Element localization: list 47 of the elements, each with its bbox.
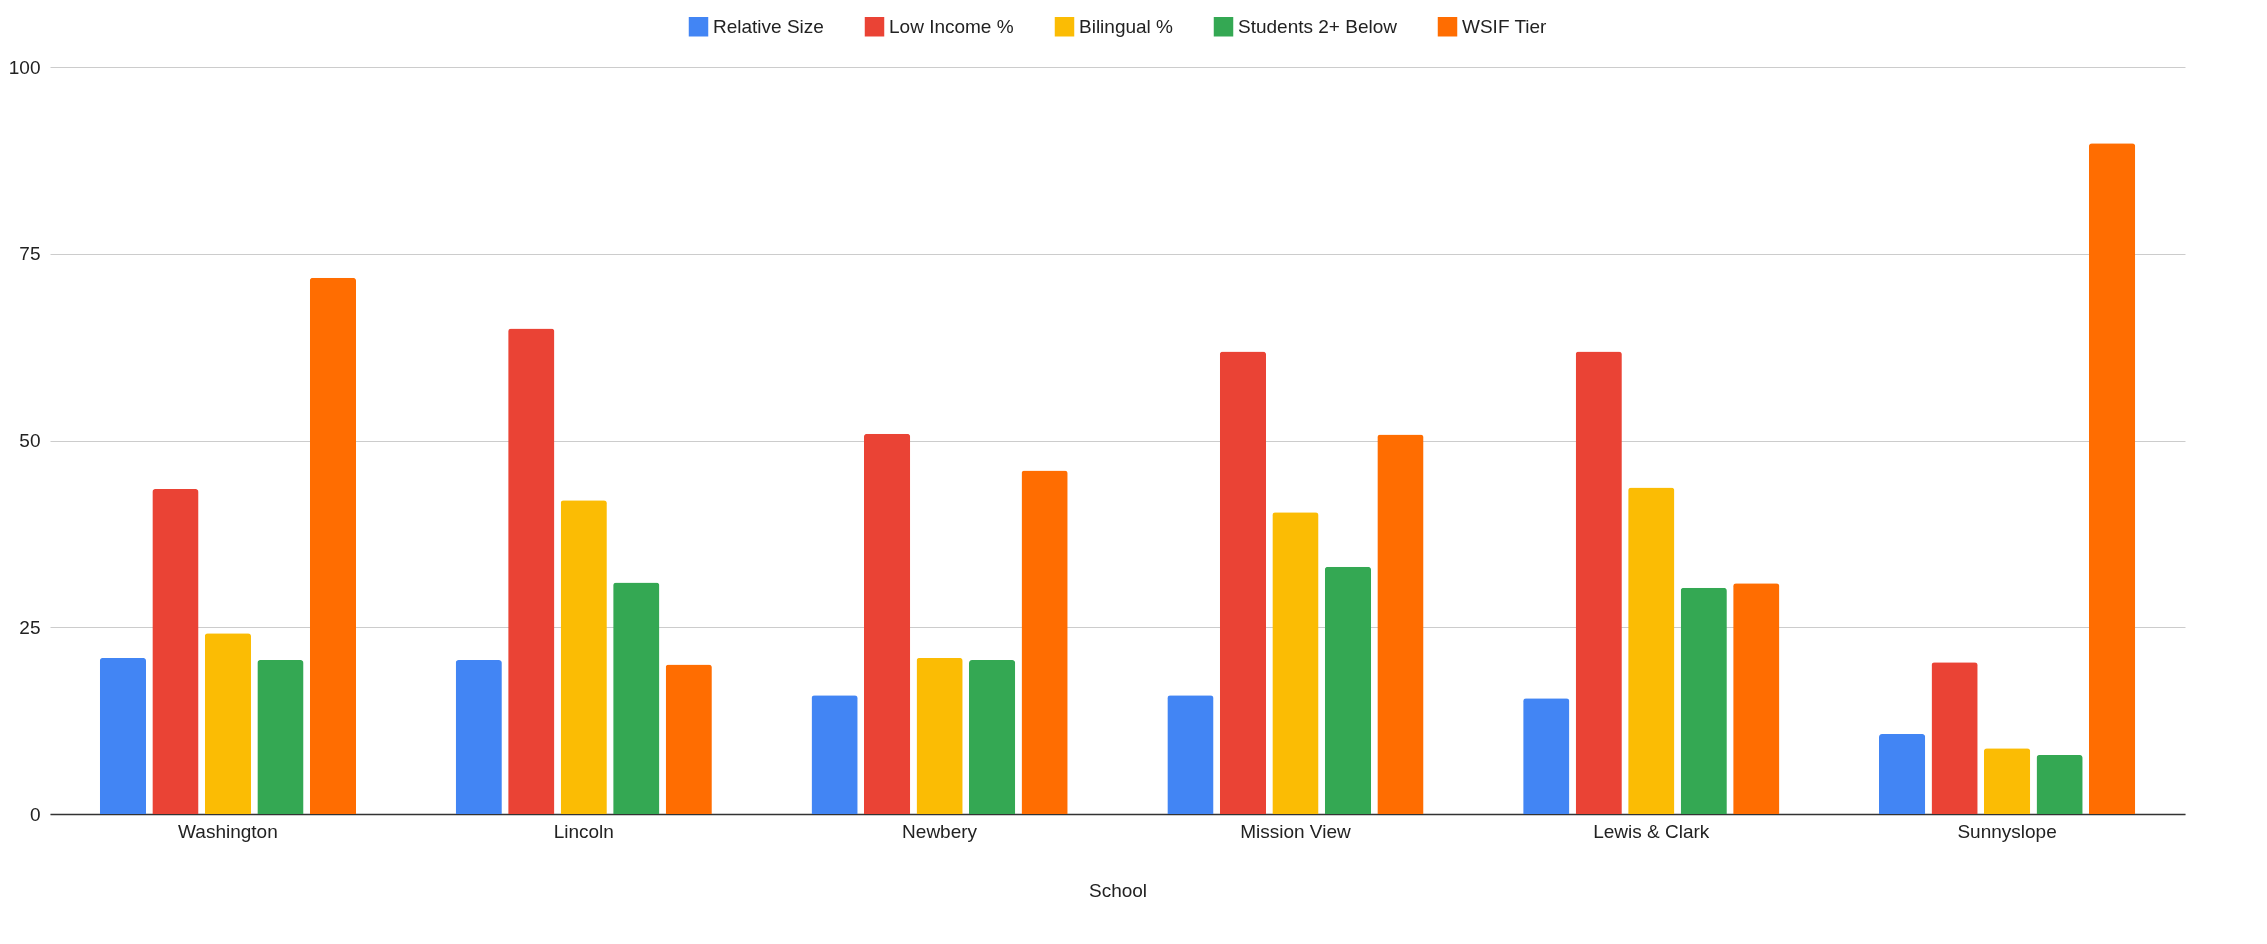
bar bbox=[1575, 351, 1622, 814]
bar bbox=[1021, 470, 1068, 814]
bar bbox=[257, 660, 304, 814]
legend-label: Students 2+ Below bbox=[1238, 15, 1398, 37]
bar bbox=[2036, 754, 2083, 814]
x-tick-label: Newbery bbox=[902, 820, 978, 842]
bar bbox=[1628, 487, 1675, 814]
x-tick-label: Lewis & Clark bbox=[1593, 820, 1710, 842]
bar bbox=[968, 660, 1016, 814]
bar bbox=[309, 277, 357, 814]
x-axis-title: School bbox=[1088, 879, 1148, 901]
bar bbox=[1272, 512, 1319, 814]
bar bbox=[2088, 143, 2136, 814]
x-tick-label: Lincoln bbox=[553, 820, 614, 842]
bar bbox=[1733, 583, 1780, 814]
bar bbox=[916, 657, 963, 814]
y-tick-label: 75 bbox=[19, 243, 41, 265]
y-tick-label: 100 bbox=[8, 56, 41, 78]
bar bbox=[1680, 587, 1727, 814]
y-tick-label: 50 bbox=[19, 430, 41, 451]
legend-label: Relative Size bbox=[713, 15, 824, 37]
legend-label: Bilingual % bbox=[1079, 15, 1174, 37]
bar bbox=[1324, 566, 1372, 814]
legend-label: WSIF Tier bbox=[1462, 15, 1548, 37]
bar bbox=[613, 582, 660, 814]
bar bbox=[1983, 748, 2031, 814]
bar bbox=[1523, 698, 1570, 814]
bar bbox=[665, 664, 712, 814]
x-tick-label: Sunnyslope bbox=[1957, 820, 2057, 842]
bar bbox=[204, 633, 252, 814]
y-tick-label: 0 bbox=[29, 803, 41, 825]
x-tick-label: Washington bbox=[178, 820, 278, 842]
bar bbox=[1167, 695, 1214, 814]
bar bbox=[1878, 734, 1926, 814]
bar bbox=[863, 433, 911, 814]
bar bbox=[1377, 434, 1424, 814]
x-tick-label: Mission View bbox=[1240, 820, 1351, 842]
bar bbox=[152, 489, 199, 814]
bar bbox=[99, 657, 147, 814]
bar bbox=[811, 695, 858, 814]
bar bbox=[1219, 351, 1267, 814]
legend-label: Low Income % bbox=[889, 15, 1014, 37]
bar bbox=[508, 328, 555, 814]
y-tick-label: 25 bbox=[19, 616, 41, 638]
bar bbox=[560, 500, 607, 814]
bar bbox=[455, 660, 502, 814]
bar bbox=[1931, 662, 1978, 814]
